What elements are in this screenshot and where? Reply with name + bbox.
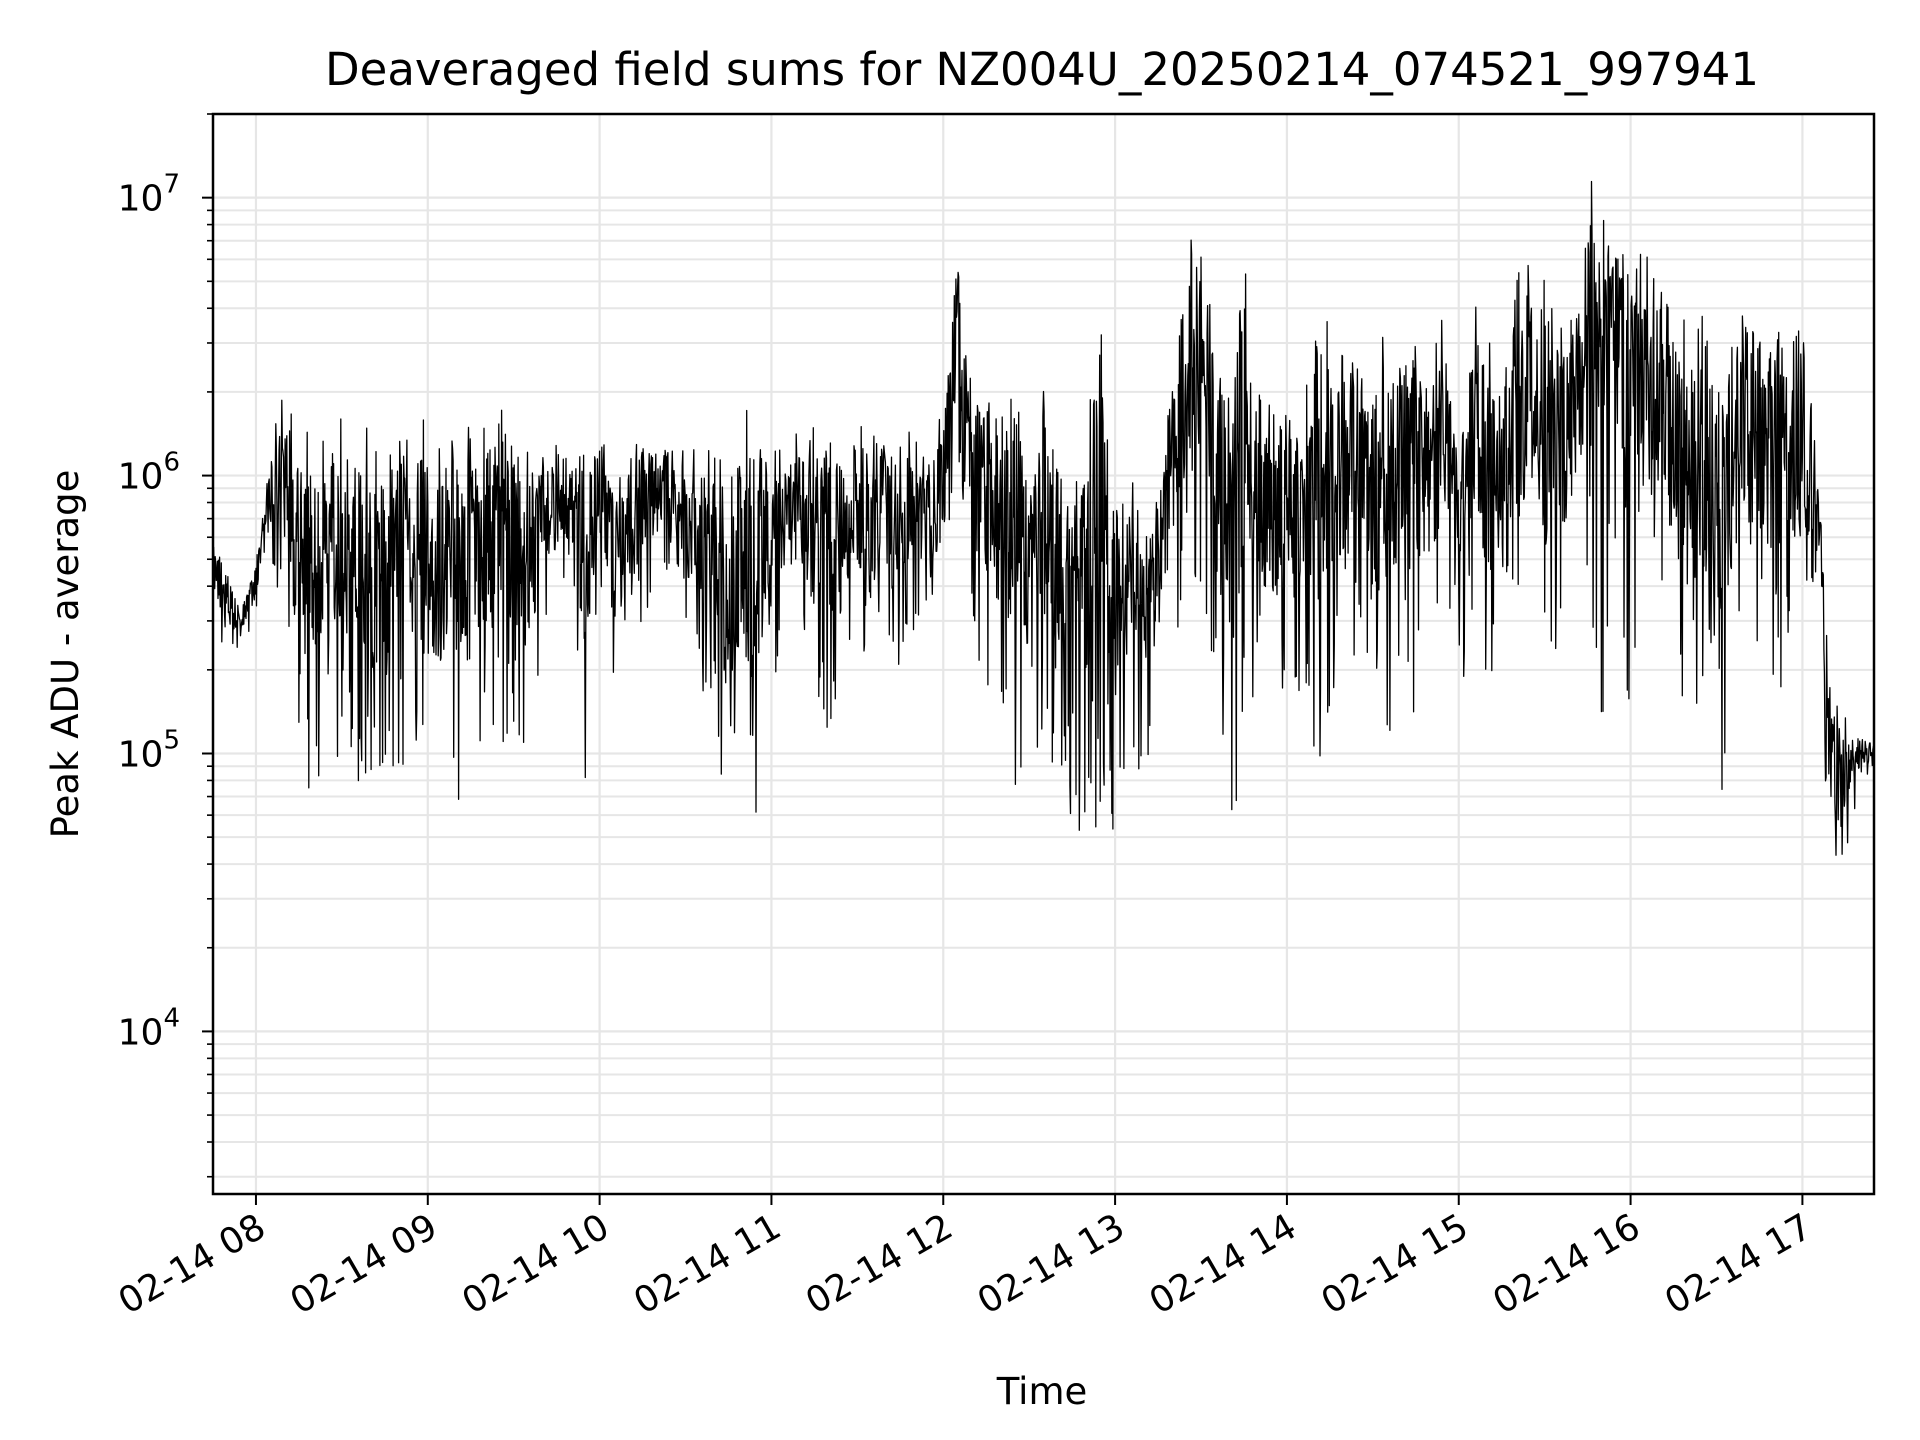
x-axis-label: Time xyxy=(996,1370,1088,1413)
y-axis-label: Peak ADU - average xyxy=(44,470,87,839)
y-tick-label: 104 xyxy=(118,1003,180,1053)
y-tick-label-exponent: 7 xyxy=(163,170,180,200)
y-tick-label-exponent: 5 xyxy=(163,725,180,755)
y-tick-label: 105 xyxy=(118,725,180,775)
y-tick-label-base: 10 xyxy=(118,179,164,220)
y-tick-label-exponent: 6 xyxy=(163,448,180,478)
y-tick-label-base: 10 xyxy=(118,457,164,498)
y-tick-label: 107 xyxy=(118,170,180,220)
y-tick-label-base: 10 xyxy=(118,734,164,775)
y-tick-label: 106 xyxy=(118,448,180,498)
y-tick-label-base: 10 xyxy=(118,1012,164,1053)
y-tick-label-exponent: 4 xyxy=(163,1003,180,1033)
series-layer xyxy=(212,180,1875,856)
series-line xyxy=(212,180,1875,856)
chart-title: Deaveraged field sums for NZ004U_2025021… xyxy=(325,43,1759,96)
plot-frame xyxy=(211,112,1876,1196)
